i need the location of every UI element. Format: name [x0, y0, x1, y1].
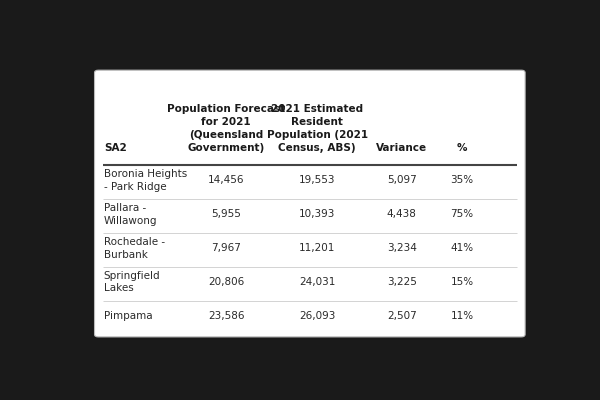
Text: 7,967: 7,967	[211, 243, 241, 253]
Text: Pimpama: Pimpama	[104, 311, 152, 321]
Text: %: %	[457, 143, 467, 153]
Text: 41%: 41%	[451, 243, 474, 253]
Text: SA2: SA2	[104, 143, 127, 153]
Text: 11,201: 11,201	[299, 243, 335, 253]
Text: 3,234: 3,234	[387, 243, 417, 253]
Text: 2,507: 2,507	[387, 311, 417, 321]
Text: 14,456: 14,456	[208, 176, 245, 186]
Text: Springfield
Lakes: Springfield Lakes	[104, 271, 160, 294]
Text: 24,031: 24,031	[299, 277, 335, 287]
Text: 2021 Estimated
Resident
Population (2021
Census, ABS): 2021 Estimated Resident Population (2021…	[266, 104, 368, 153]
Text: Variance: Variance	[376, 143, 427, 153]
Text: 26,093: 26,093	[299, 311, 335, 321]
Text: 20,806: 20,806	[208, 277, 244, 287]
Text: 19,553: 19,553	[299, 176, 335, 186]
Text: 5,955: 5,955	[211, 209, 241, 219]
Text: Rochedale -
Burbank: Rochedale - Burbank	[104, 237, 165, 260]
Text: 4,438: 4,438	[387, 209, 417, 219]
Text: 10,393: 10,393	[299, 209, 335, 219]
FancyBboxPatch shape	[95, 70, 525, 337]
Text: 35%: 35%	[451, 176, 474, 186]
Text: Boronia Heights
- Park Ridge: Boronia Heights - Park Ridge	[104, 169, 187, 192]
Text: 15%: 15%	[451, 277, 474, 287]
Text: 3,225: 3,225	[387, 277, 417, 287]
Text: 23,586: 23,586	[208, 311, 245, 321]
Text: Population Forecast
for 2021
(Queensland
Government): Population Forecast for 2021 (Queensland…	[167, 104, 286, 153]
Text: 75%: 75%	[451, 209, 474, 219]
Text: 5,097: 5,097	[387, 176, 417, 186]
Text: Pallara -
Willawong: Pallara - Willawong	[104, 203, 157, 226]
Text: 11%: 11%	[451, 311, 474, 321]
